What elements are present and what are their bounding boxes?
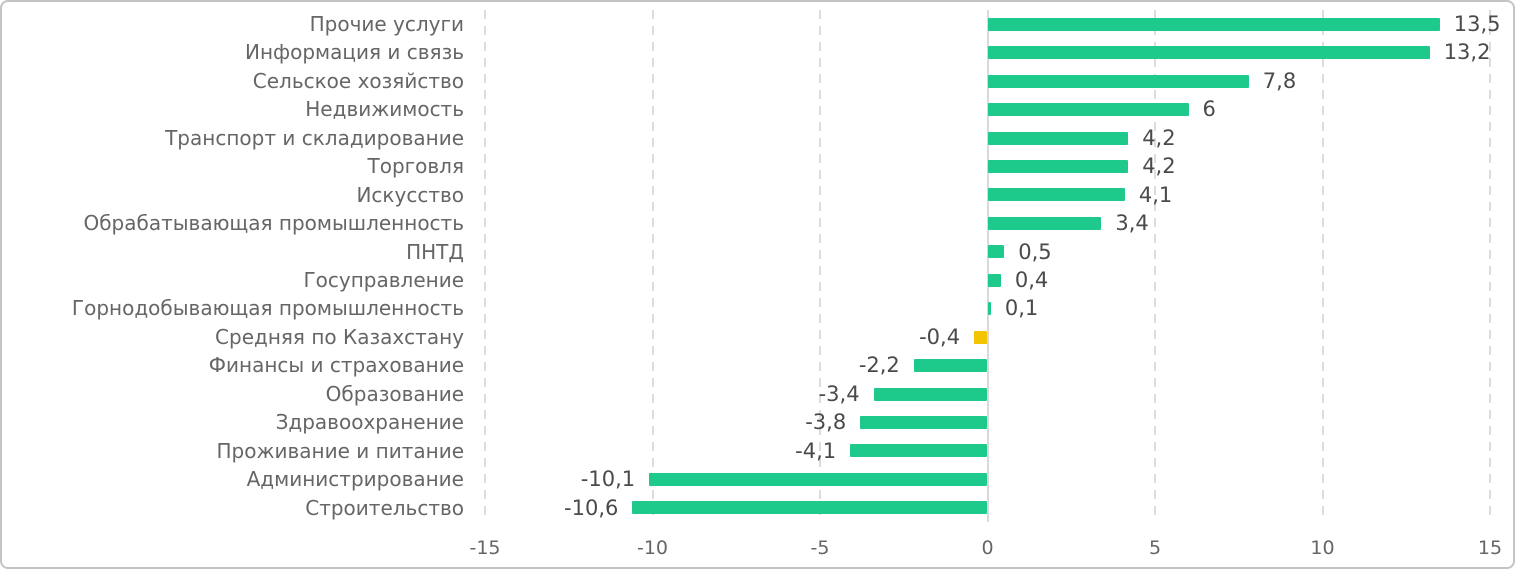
category-label: Транспорт и складирование [165, 125, 464, 150]
category-label: Госуправление [303, 268, 464, 292]
category-label: Горнодобывающая промышленность [71, 296, 464, 321]
bar [987, 103, 1189, 117]
bar [987, 46, 1430, 60]
value-label: -10,1 [580, 467, 636, 492]
bar [649, 472, 988, 486]
bar [860, 415, 988, 429]
category-label: Здравоохранение [275, 410, 464, 435]
bar [987, 302, 991, 316]
category-label: ПНТД [406, 239, 464, 264]
bar [632, 501, 988, 515]
value-label: 4,2 [1142, 125, 1176, 150]
x-tick-label: 15 [1477, 537, 1503, 559]
value-label: 4,1 [1138, 182, 1173, 207]
category-label: Образование [325, 381, 464, 406]
x-tick-label: -15 [469, 537, 501, 559]
x-tick-label: 5 [1148, 537, 1162, 559]
bar [987, 216, 1102, 230]
category-label: Администрирование [246, 467, 464, 492]
bar [913, 359, 988, 373]
category-label: Финансы и страхование [208, 353, 464, 378]
category-label: Средняя по Казахстану [215, 324, 464, 349]
category-label: Сельское хозяйство [252, 68, 464, 93]
gridline [1154, 10, 1156, 522]
value-label: 0,5 [1018, 239, 1052, 264]
x-tick-label: 10 [1310, 537, 1335, 559]
bar [987, 74, 1249, 88]
value-label: 13,2 [1443, 40, 1491, 65]
bar [987, 273, 1001, 287]
value-label: -3,8 [805, 410, 847, 435]
gridline [1321, 10, 1324, 522]
gridline [484, 10, 486, 522]
bar [987, 188, 1125, 202]
bar [850, 444, 988, 458]
gridline [651, 10, 654, 522]
value-label: -4,1 [795, 438, 837, 463]
bar [987, 245, 1005, 259]
value-label: 3,4 [1115, 211, 1149, 236]
category-label: Искусство [356, 182, 464, 207]
category-label: Недвижимость [305, 97, 464, 122]
bar [987, 159, 1129, 173]
gridline [819, 10, 821, 522]
x-tick-label: 0 [981, 537, 994, 559]
category-label: Строительство [305, 495, 464, 520]
x-tick-label: -10 [636, 537, 669, 559]
bar [987, 17, 1440, 31]
value-label: -10,6 [564, 495, 619, 520]
bar-highlight [974, 330, 988, 344]
value-label: -3,4 [818, 381, 860, 406]
value-label: 0,1 [1004, 296, 1039, 321]
category-label: Проживание и питание [216, 438, 464, 463]
value-label: 6 [1202, 97, 1216, 122]
bar [873, 387, 988, 401]
category-label: Торговля [367, 154, 465, 179]
value-label: -2,2 [858, 353, 900, 378]
value-label: 13,5 [1453, 12, 1501, 36]
category-label: Прочие услуги [309, 12, 464, 36]
bar [987, 131, 1129, 145]
x-tick-label: -5 [810, 537, 830, 559]
gridline [1489, 10, 1491, 522]
category-label: Информация и связь [244, 40, 464, 65]
value-label: 4,2 [1142, 154, 1176, 179]
category-label: Обрабатывающая промышленность [83, 211, 464, 236]
value-label: -0,4 [919, 324, 961, 349]
zero-axis-line [986, 10, 989, 522]
value-label: 7,8 [1262, 68, 1297, 93]
value-label: 0,4 [1014, 268, 1049, 292]
